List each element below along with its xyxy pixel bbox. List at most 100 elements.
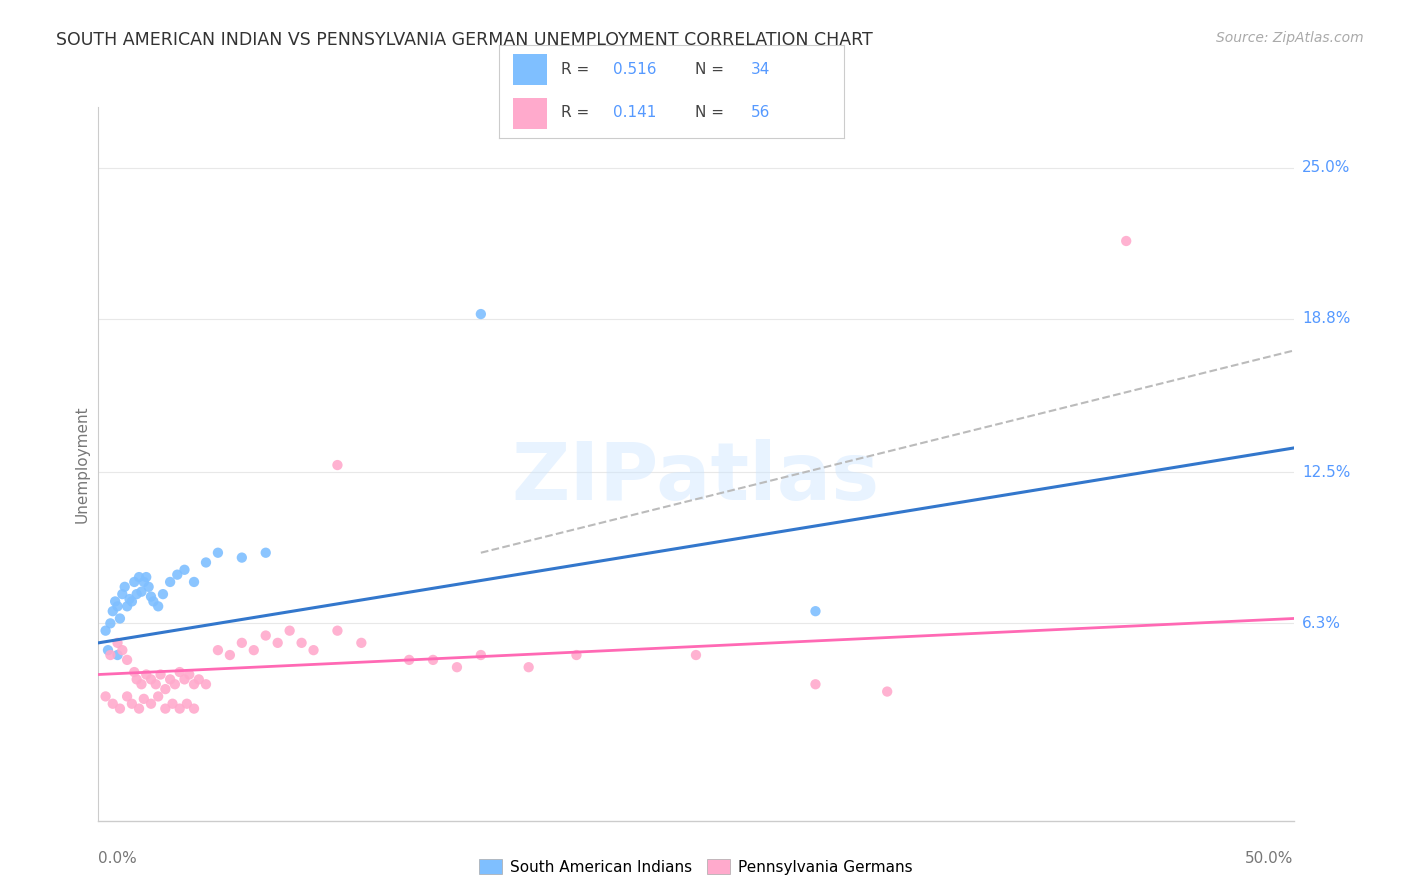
- Point: [101, 697, 124, 711]
- Text: 18.8%: 18.8%: [1302, 311, 1350, 326]
- Bar: [513, 54, 547, 85]
- Point: [98, 616, 122, 631]
- Point: [121, 697, 143, 711]
- Point: [107, 636, 129, 650]
- Point: [94, 690, 117, 704]
- Point: [108, 701, 131, 715]
- Point: [183, 574, 205, 589]
- Point: [231, 550, 253, 565]
- Point: [135, 570, 157, 584]
- Point: [685, 648, 707, 662]
- Text: 50.0%: 50.0%: [1246, 851, 1294, 866]
- Point: [176, 697, 198, 711]
- Point: [114, 580, 136, 594]
- Text: R =: R =: [561, 105, 595, 120]
- Point: [179, 667, 201, 681]
- Text: 0.0%: 0.0%: [98, 851, 138, 866]
- Text: N =: N =: [696, 62, 730, 78]
- Point: [326, 458, 349, 472]
- Point: [470, 307, 492, 321]
- Point: [142, 594, 165, 608]
- Point: [302, 643, 325, 657]
- Point: [194, 556, 217, 570]
- Point: [173, 673, 195, 687]
- Point: [183, 701, 205, 715]
- Text: 34: 34: [751, 62, 770, 78]
- Point: [194, 677, 217, 691]
- Point: [131, 677, 153, 691]
- Point: [101, 604, 124, 618]
- Point: [398, 653, 420, 667]
- Point: [139, 590, 162, 604]
- Point: [121, 594, 143, 608]
- Point: [115, 690, 138, 704]
- Point: [138, 580, 160, 594]
- Point: [231, 636, 253, 650]
- Point: [107, 599, 129, 614]
- Point: [149, 667, 172, 681]
- Point: [124, 665, 146, 679]
- Point: [111, 587, 134, 601]
- Point: [128, 570, 150, 584]
- Point: [139, 697, 162, 711]
- Point: [517, 660, 540, 674]
- Point: [290, 636, 312, 650]
- Point: [139, 673, 162, 687]
- Legend: South American Indians, Pennsylvania Germans: South American Indians, Pennsylvania Ger…: [474, 853, 918, 880]
- Text: 6.3%: 6.3%: [1302, 615, 1341, 631]
- Point: [104, 594, 127, 608]
- Point: [115, 653, 138, 667]
- Text: SOUTH AMERICAN INDIAN VS PENNSYLVANIA GERMAN UNEMPLOYMENT CORRELATION CHART: SOUTH AMERICAN INDIAN VS PENNSYLVANIA GE…: [56, 31, 873, 49]
- Text: R =: R =: [561, 62, 595, 78]
- Point: [94, 624, 117, 638]
- Point: [876, 684, 898, 698]
- Point: [107, 648, 129, 662]
- Point: [169, 665, 191, 679]
- Bar: [513, 98, 547, 129]
- Point: [169, 701, 191, 715]
- Point: [131, 584, 153, 599]
- Point: [254, 546, 277, 560]
- Point: [804, 604, 827, 618]
- Point: [108, 611, 131, 625]
- Point: [128, 701, 150, 715]
- Text: ZIPatlas: ZIPatlas: [512, 439, 880, 517]
- Point: [132, 574, 155, 589]
- Point: [162, 697, 184, 711]
- Text: 12.5%: 12.5%: [1302, 465, 1350, 480]
- Point: [155, 701, 177, 715]
- Point: [125, 673, 148, 687]
- Point: [118, 592, 141, 607]
- Point: [124, 574, 146, 589]
- Point: [254, 628, 277, 642]
- Point: [565, 648, 588, 662]
- Point: [470, 648, 492, 662]
- Point: [159, 574, 181, 589]
- Point: [278, 624, 301, 638]
- Point: [166, 567, 188, 582]
- Text: N =: N =: [696, 105, 730, 120]
- Point: [422, 653, 444, 667]
- Point: [219, 648, 242, 662]
- Point: [152, 587, 174, 601]
- Point: [267, 636, 290, 650]
- Point: [111, 643, 134, 657]
- Point: [243, 643, 266, 657]
- Text: 25.0%: 25.0%: [1302, 161, 1350, 176]
- Text: 0.516: 0.516: [613, 62, 657, 78]
- Point: [145, 677, 167, 691]
- Point: [155, 682, 177, 697]
- Point: [159, 673, 181, 687]
- Y-axis label: Unemployment: Unemployment: [75, 405, 90, 523]
- Point: [1115, 234, 1137, 248]
- Point: [187, 673, 209, 687]
- Point: [207, 643, 229, 657]
- Point: [163, 677, 186, 691]
- Point: [183, 677, 205, 691]
- Point: [97, 643, 120, 657]
- Point: [148, 690, 170, 704]
- Point: [135, 667, 157, 681]
- Point: [98, 648, 122, 662]
- Point: [804, 677, 827, 691]
- Point: [125, 587, 148, 601]
